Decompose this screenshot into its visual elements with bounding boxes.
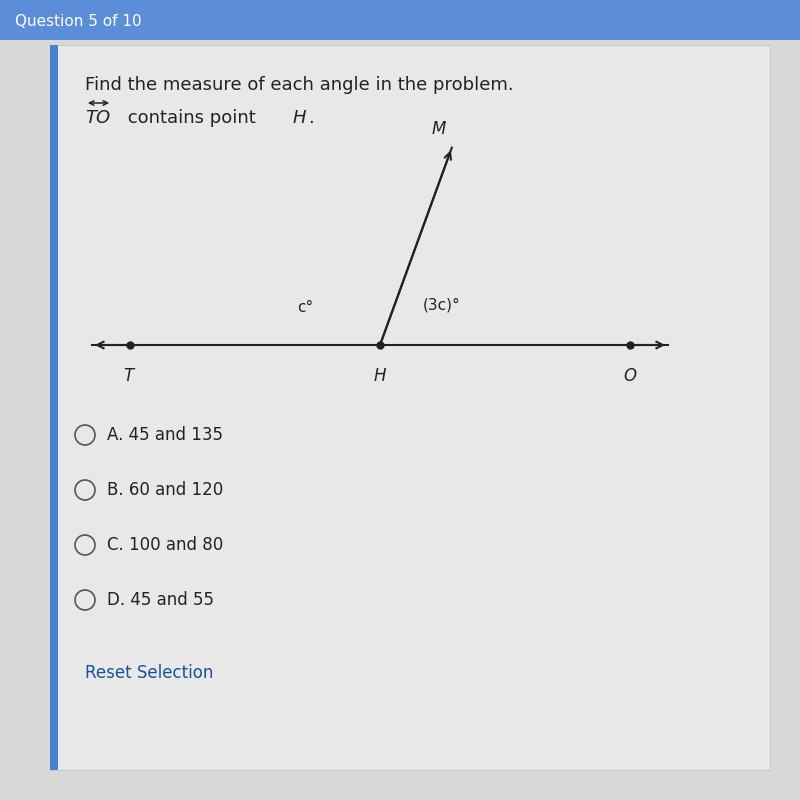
FancyBboxPatch shape: [50, 45, 770, 770]
Text: .: .: [308, 109, 314, 127]
Text: $H$: $H$: [373, 367, 387, 385]
Text: Find the measure of each angle in the problem.: Find the measure of each angle in the pr…: [85, 76, 514, 94]
Text: C. 100 and 80: C. 100 and 80: [107, 536, 223, 554]
Text: (3c)°: (3c)°: [423, 298, 461, 313]
Text: D. 45 and 55: D. 45 and 55: [107, 591, 214, 609]
Text: Question 5 of 10: Question 5 of 10: [15, 14, 142, 30]
Text: Reset Selection: Reset Selection: [85, 664, 214, 682]
Text: A. 45 and 135: A. 45 and 135: [107, 426, 223, 444]
Text: contains point: contains point: [122, 109, 262, 127]
Text: $T$: $T$: [123, 367, 137, 385]
FancyBboxPatch shape: [50, 45, 58, 770]
FancyBboxPatch shape: [0, 0, 800, 40]
Text: $H$: $H$: [292, 109, 307, 127]
Text: c°: c°: [297, 299, 313, 314]
Text: B. 60 and 120: B. 60 and 120: [107, 481, 223, 499]
Text: $O$: $O$: [622, 367, 638, 385]
Text: $M$: $M$: [431, 120, 447, 138]
Text: $TO$: $TO$: [85, 109, 111, 127]
